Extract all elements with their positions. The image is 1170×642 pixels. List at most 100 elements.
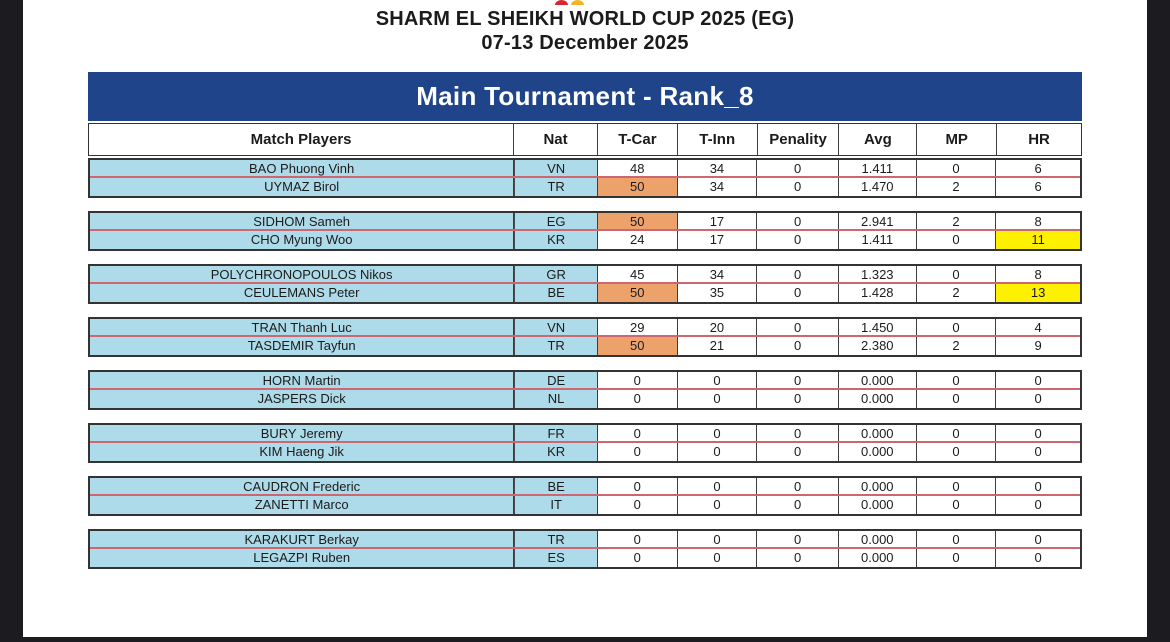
player-nat-cell: TR — [514, 531, 598, 547]
player-row: POLYCHRONOPOULOS Nikos GR 45 34 0 1.323 … — [90, 266, 1080, 284]
player-nat-cell: BE — [514, 478, 598, 494]
player-penality-cell: 0 — [757, 390, 839, 408]
player-row: CAUDRON Frederic BE 0 0 0 0.000 0 0 — [90, 478, 1080, 496]
player-hr-cell: 4 — [1034, 320, 1042, 335]
player-tinn-cell: 21 — [678, 337, 758, 355]
player-nat-cell: NL — [514, 390, 598, 408]
player-tcar-cell: 29 — [598, 319, 678, 335]
player-avg-cell: 1.470 — [839, 178, 917, 196]
event-dates: 07-13 December 2025 — [481, 32, 689, 54]
player-penality-cell: 0 — [757, 319, 839, 335]
player-avg-cell: 0.000 — [839, 443, 917, 461]
player-hr-cell: 0 — [1034, 426, 1042, 441]
player-name-cell: TRAN Thanh Luc — [90, 319, 515, 335]
player-tcar-cell: 0 — [598, 390, 678, 408]
player-tinn-cell: 17 — [678, 213, 758, 229]
player-avg-cell: 0.000 — [839, 478, 917, 494]
player-mp-cell: 0 — [917, 390, 997, 408]
player-tcar-cell: 50 — [597, 284, 678, 302]
player-nat-cell: FR — [514, 425, 598, 441]
player-avg-cell: 0.000 — [839, 372, 917, 388]
player-row: CHO Myung Woo KR 24 17 0 1.411 0 11 — [90, 231, 1080, 249]
logo-red-dot-icon — [555, 0, 568, 5]
player-hr-cell: 6 — [1034, 179, 1042, 194]
player-mp-cell: 0 — [917, 425, 997, 441]
results-table: Main Tournament - Rank_8 Match Players N… — [88, 72, 1082, 582]
header-penality: Penality — [758, 124, 840, 155]
player-penality-cell: 0 — [757, 284, 839, 302]
player-avg-cell: 0.000 — [839, 531, 917, 547]
match-group: BURY Jeremy FR 0 0 0 0.000 0 0 KIM Haeng… — [88, 423, 1082, 463]
player-tinn-cell: 0 — [678, 372, 758, 388]
event-logo-partial-icon — [555, 0, 587, 5]
player-nat-cell: TR — [514, 337, 598, 355]
player-name-cell: CAUDRON Frederic — [90, 478, 515, 494]
player-mp-cell: 2 — [917, 284, 997, 302]
player-nat-cell: GR — [514, 266, 598, 282]
player-name-cell: POLYCHRONOPOULOS Nikos — [90, 266, 515, 282]
player-mp-cell: 0 — [917, 319, 997, 335]
header-t-car: T-Car — [598, 124, 678, 155]
player-mp-cell: 2 — [917, 178, 997, 196]
player-hr-cell: 8 — [1034, 267, 1042, 282]
player-penality-cell: 0 — [757, 231, 839, 249]
header-nat: Nat — [514, 124, 598, 155]
player-avg-cell: 0.000 — [839, 390, 917, 408]
player-tcar-cell: 0 — [598, 549, 678, 567]
player-row: BAO Phuong Vinh VN 48 34 0 1.411 0 6 — [90, 160, 1080, 178]
player-name-cell: BURY Jeremy — [90, 425, 515, 441]
player-mp-cell: 0 — [917, 478, 997, 494]
player-tcar-cell: 50 — [597, 178, 678, 196]
player-name-cell: CEULEMANS Peter — [90, 284, 515, 302]
match-group: TRAN Thanh Luc VN 29 20 0 1.450 0 4 TASD… — [88, 317, 1082, 357]
player-name-cell: TASDEMIR Tayfun — [90, 337, 515, 355]
match-group: HORN Martin DE 0 0 0 0.000 0 0 JASPERS D… — [88, 370, 1082, 410]
player-avg-cell: 0.000 — [839, 549, 917, 567]
match-group: BAO Phuong Vinh VN 48 34 0 1.411 0 6 UYM… — [88, 158, 1082, 198]
player-mp-cell: 0 — [917, 531, 997, 547]
player-name-cell: KIM Haeng Jik — [90, 443, 515, 461]
player-tcar-cell: 50 — [597, 213, 678, 229]
player-tcar-cell: 50 — [597, 337, 678, 355]
player-row: SIDHOM Sameh EG 50 17 0 2.941 2 8 — [90, 213, 1080, 231]
player-avg-cell: 1.411 — [839, 231, 917, 249]
player-hr-cell: 0 — [1034, 532, 1042, 547]
player-row: HORN Martin DE 0 0 0 0.000 0 0 — [90, 372, 1080, 390]
player-nat-cell: BE — [514, 284, 598, 302]
match-group: KARAKURT Berkay TR 0 0 0 0.000 0 0 LEGAZ… — [88, 529, 1082, 569]
player-nat-cell: EG — [514, 213, 598, 229]
event-title: SHARM EL SHEIKH WORLD CUP 2025 (EG) — [375, 8, 795, 30]
match-list: BAO Phuong Vinh VN 48 34 0 1.411 0 6 UYM… — [88, 158, 1082, 569]
player-tinn-cell: 0 — [678, 496, 758, 514]
player-penality-cell: 0 — [757, 549, 839, 567]
player-nat-cell: KR — [514, 443, 598, 461]
player-penality-cell: 0 — [757, 337, 839, 355]
header-t-inn: T-Inn — [678, 124, 758, 155]
banner-title: Main Tournament - Rank_8 — [416, 81, 754, 111]
header-mp: MP — [917, 124, 998, 155]
player-name-cell: JASPERS Dick — [90, 390, 515, 408]
player-penality-cell: 0 — [757, 178, 839, 196]
player-hr-cell: 8 — [1034, 214, 1042, 229]
player-mp-cell: 0 — [917, 160, 997, 176]
player-penality-cell: 0 — [757, 425, 839, 441]
player-tcar-cell: 24 — [598, 231, 678, 249]
player-tinn-cell: 0 — [678, 478, 758, 494]
player-nat-cell: TR — [514, 178, 598, 196]
player-tinn-cell: 0 — [678, 531, 758, 547]
player-name-cell: UYMAZ Birol — [90, 178, 515, 196]
player-row: UYMAZ Birol TR 50 34 0 1.470 2 6 — [90, 178, 1080, 196]
player-hr-cell: 0 — [1034, 373, 1042, 388]
header-avg: Avg — [839, 124, 918, 155]
player-mp-cell: 2 — [917, 213, 997, 229]
player-tinn-cell: 34 — [678, 266, 758, 282]
player-nat-cell: ES — [514, 549, 598, 567]
player-hr-cell: 0 — [1034, 550, 1042, 565]
player-avg-cell: 2.941 — [839, 213, 917, 229]
player-penality-cell: 0 — [757, 443, 839, 461]
player-row: ZANETTI Marco IT 0 0 0 0.000 0 0 — [90, 496, 1080, 514]
player-hr-cell: 6 — [1034, 161, 1042, 176]
player-penality-cell: 0 — [757, 160, 839, 176]
results-page: SHARM EL SHEIKH WORLD CUP 2025 (EG) 07-1… — [23, 0, 1147, 637]
player-tcar-cell: 0 — [598, 531, 678, 547]
